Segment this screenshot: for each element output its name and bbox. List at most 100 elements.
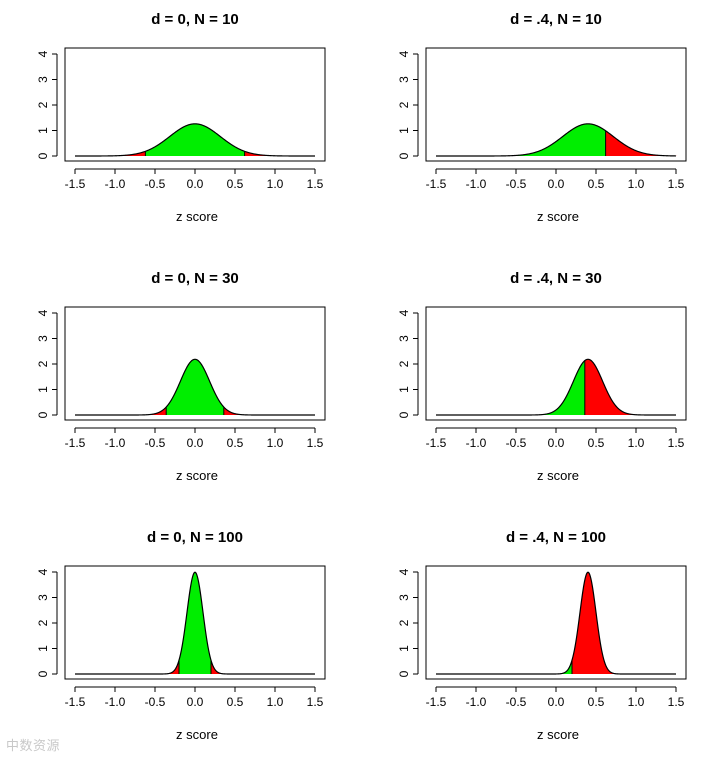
chart-panel: d = .4, N = 30 -1.5 -1.0 -0.5 0.0 0.5 1.0 1.5 z … [397,270,687,483]
y-tick-label: 3 [397,594,411,601]
x-tick-label: 1.5 [668,436,685,450]
y-tick-label: 2 [36,360,50,367]
y-tick-label: 4 [36,50,50,57]
chart-panel: d = 0, N = 100 -1.5 -1.0 -0.5 0.0 0.5 1.0 1.5 z … [36,529,326,742]
x-tick-label: 1.5 [307,695,324,709]
y-tick-label: 0 [36,411,50,418]
x-axis-label: z score [176,468,218,483]
x-tick-label: -1.0 [105,695,126,709]
x-tick-label: 1.0 [267,177,284,191]
y-tick-label: 4 [36,568,50,575]
reject-region-upper [605,130,684,156]
chart-panel: d = 0, N = 30 -1.5 -1.0 -0.5 0.0 0.5 1.0 1.5 z s… [36,270,326,483]
panel-title: d = 0, N = 30 [151,270,239,287]
y-tick-label: 0 [397,411,411,418]
density-curve [436,123,676,157]
x-tick-label: -0.5 [145,695,166,709]
chart-panel: d = 0, N = 10 -1.5 -1.0 -0.5 0.0 0.5 1.0 1.5 z s… [36,11,326,224]
x-axis-label: z score [176,727,218,742]
plot-frame [425,306,687,421]
x-tick-label: -1.5 [426,436,447,450]
x-tick-label: -0.5 [506,436,527,450]
x-tick-label: -0.5 [145,436,166,450]
chart-panel: d = .4, N = 10 -1.5 -1.0 -0.5 0.0 0.5 1.0 1.5 z … [397,11,687,224]
y-tick-label: 2 [397,101,411,108]
y-tick-label: 4 [397,568,411,575]
y-tick-label: 0 [397,670,411,677]
accept-region [527,360,585,415]
y-tick-label: 1 [36,645,50,652]
y-tick-label: 1 [36,386,50,393]
reject-region-lower [67,151,146,156]
y-tick-label: 0 [36,670,50,677]
y-tick-label: 0 [36,152,50,159]
y-tick-label: 1 [36,127,50,134]
density-curve [75,571,315,675]
reject-region-upper [211,660,323,674]
x-tick-label: 0.0 [187,177,204,191]
x-tick-label: 1.5 [668,177,685,191]
plot-frame [425,47,687,162]
reject-region-upper [223,407,323,415]
x-tick-label: -1.5 [65,177,86,191]
x-tick-label: 0.0 [548,177,565,191]
x-tick-label: 0.5 [227,177,244,191]
x-tick-label: 0.0 [187,695,204,709]
reject-region-lower [67,660,179,674]
reject-region-upper [572,572,684,674]
x-tick-label: 0.5 [227,436,244,450]
y-tick-label: 1 [397,127,411,134]
plot-frame [64,306,326,421]
x-axis-label: z score [537,727,579,742]
x-tick-label: 0.5 [588,695,605,709]
x-tick-label: 1.5 [307,177,324,191]
x-tick-label: -0.5 [145,177,166,191]
panel-title: d = 0, N = 10 [151,11,239,28]
panel-title: d = .4, N = 10 [510,11,602,28]
x-tick-label: -1.5 [426,695,447,709]
x-axis-label: z score [176,209,218,224]
x-tick-label: 0.5 [588,436,605,450]
x-tick-label: 1.5 [307,436,324,450]
x-tick-label: 0.0 [548,695,565,709]
y-tick-label: 4 [397,309,411,316]
reject-region-upper [584,359,684,415]
y-tick-label: 2 [397,619,411,626]
chart-panel: d = .4, N = 100 -1.5 -1.0 -0.5 0.0 0.5 1.0 1.5 z… [397,529,687,742]
y-tick-label: 2 [36,101,50,108]
x-tick-label: 1.0 [628,695,645,709]
x-tick-label: -1.0 [105,436,126,450]
accept-region [145,123,245,156]
accept-region [540,660,572,674]
x-tick-label: -1.0 [466,177,487,191]
x-tick-label: -0.5 [506,177,527,191]
y-tick-label: 3 [36,335,50,342]
reject-region-upper [244,151,323,156]
x-tick-label: 1.0 [267,436,284,450]
reject-region-lower [67,407,167,415]
y-tick-label: 4 [36,309,50,316]
x-tick-label: 1.0 [267,695,284,709]
x-tick-label: -1.0 [466,695,487,709]
x-tick-label: 1.5 [668,695,685,709]
x-tick-label: -1.5 [426,177,447,191]
x-tick-label: -1.5 [65,436,86,450]
density-curve [75,123,315,157]
x-tick-label: 1.0 [628,177,645,191]
x-tick-label: -1.5 [65,695,86,709]
x-tick-label: 0.5 [227,695,244,709]
watermark-text: 中数资源 [6,739,61,754]
y-tick-label: 4 [397,50,411,57]
y-tick-label: 0 [397,152,411,159]
panel-title: d = 0, N = 100 [147,529,243,546]
x-axis-label: z score [537,209,579,224]
y-tick-label: 2 [36,619,50,626]
x-tick-label: 0.0 [187,436,204,450]
y-tick-label: 2 [397,360,411,367]
plot-frame [64,47,326,162]
y-tick-label: 3 [36,594,50,601]
x-tick-label: -0.5 [506,695,527,709]
y-tick-label: 1 [397,645,411,652]
y-tick-label: 3 [397,335,411,342]
